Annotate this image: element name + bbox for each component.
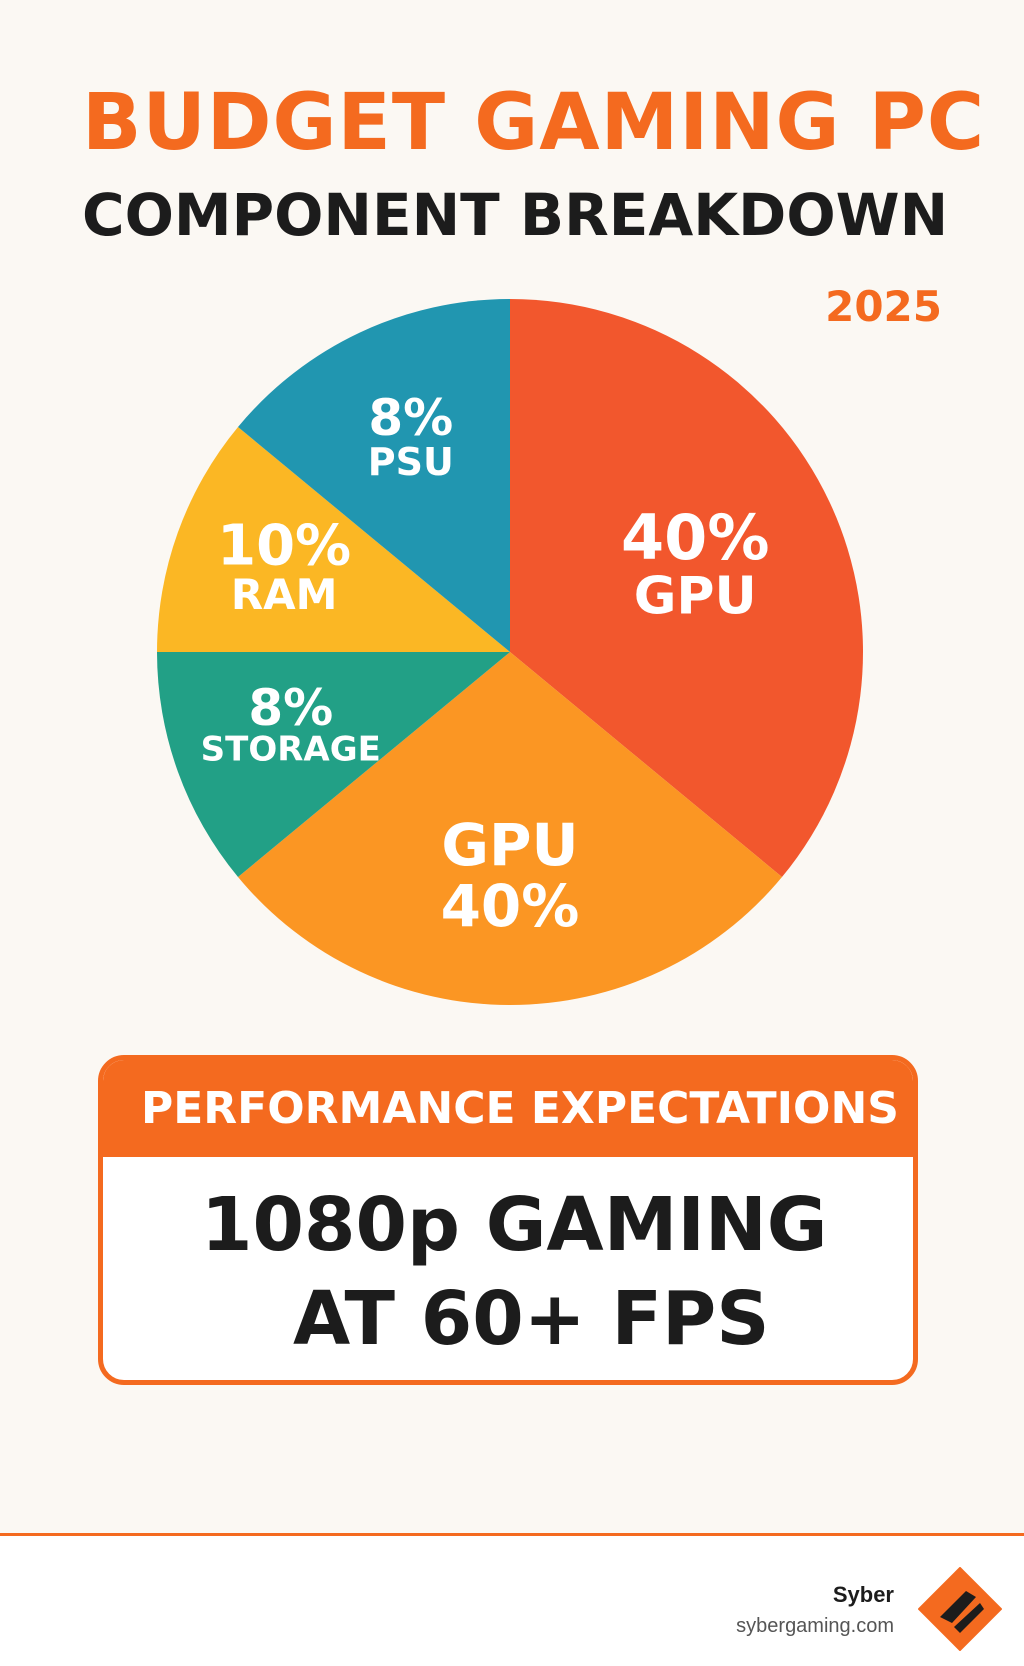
pie-slice-ram-3 [157,426,510,652]
pie-slice-storage-2 [157,652,510,878]
pie-slice-gpu-0 [510,299,863,878]
slice-label-top-4: 8% [368,389,453,447]
year-label: 2025 [825,282,942,331]
brand-url: sybergaming.com [736,1615,894,1637]
footer-divider [0,1533,1024,1536]
pie-slice-psu-4 [238,299,510,652]
performance-header: PERFORMANCE EXPECTATIONS [103,1060,913,1157]
pie-slice-gpu-1 [238,652,782,1005]
slice-label-bottom-0: GPU [634,566,757,626]
page-title: BUDGET GAMING PC [82,78,986,168]
slice-label-bottom-1: 40% [441,872,580,940]
brand-name: Syber [832,1582,894,1607]
slice-label-top-0: 40% [621,501,769,574]
footer: Syber sybergaming.com [0,1536,1024,1666]
slice-label-top-3: 10% [217,514,351,579]
page-subtitle: COMPONENT BREAKDOWN [82,181,949,249]
performance-box: PERFORMANCE EXPECTATIONS 1080p GAMING AT… [98,1055,918,1385]
performance-resolution: 1080p GAMING [201,1182,828,1268]
slice-label-bottom-2: STORAGE [201,730,381,770]
slice-label-top-1: GPU [441,811,578,879]
slice-label-top-2: 8% [248,679,333,737]
slice-label-bottom-3: RAM [231,570,338,619]
syber-logo-icon [918,1567,1002,1651]
slice-label-bottom-4: PSU [368,440,454,484]
performance-fps: AT 60+ FPS [293,1276,770,1362]
